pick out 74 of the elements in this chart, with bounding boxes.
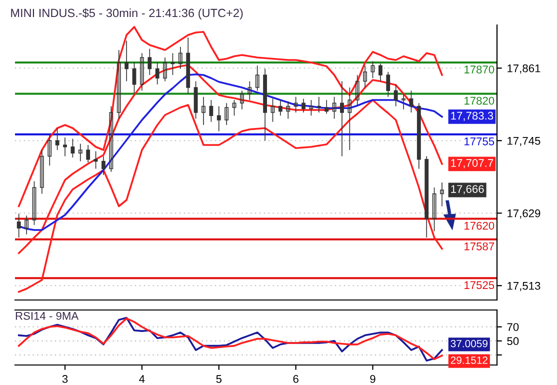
chart-title: RSI14 - 9MA [16, 312, 79, 320]
candlestick [302, 98, 306, 113]
y-tick-label: 70 [507, 323, 519, 331]
candlestick [340, 80, 344, 157]
candlestick [170, 52, 175, 76]
ref-line-label: 17620 [464, 222, 494, 230]
candlestick [70, 138, 75, 158]
candlestick [40, 150, 44, 194]
candlestick [224, 102, 229, 126]
ref-line-label: 17755 [464, 138, 494, 146]
x-tick-label: 4 [139, 375, 145, 383]
candlestick [140, 52, 144, 92]
candlestick [63, 137, 67, 157]
data-label: 29.1512 [450, 356, 488, 364]
candlestick [148, 48, 152, 76]
candlestick [248, 80, 252, 100]
candlestick [440, 182, 444, 207]
x-tick-label: 9 [370, 375, 376, 383]
candlestick [86, 144, 90, 163]
candlestick [132, 62, 136, 94]
candlestick [102, 156, 106, 176]
data-label: 37.0059 [450, 340, 488, 348]
y-tick-label: 50 [507, 337, 519, 346]
candlestick [270, 98, 275, 122]
candlestick [370, 60, 375, 79]
candlestick [332, 96, 336, 120]
candlestick [16, 213, 21, 238]
candlestick [24, 215, 28, 235]
y-tick-label: 17,629 [508, 209, 540, 219]
candlestick [348, 87, 352, 150]
candlestick [432, 187, 436, 232]
candlestick [309, 100, 314, 116]
x-tick-label: 3 [62, 375, 68, 383]
candlestick [32, 180, 36, 226]
candlestick [109, 106, 114, 172]
ref-line-label: 17870 [464, 66, 494, 74]
candlestick [355, 74, 360, 107]
x-tick-label: 5 [216, 375, 222, 383]
candlestick [163, 57, 167, 82]
ref-line-label: 17587 [464, 242, 494, 250]
candlestick [155, 62, 160, 85]
candlestick [216, 106, 221, 132]
candlestick [255, 65, 260, 92]
x-tick-label: 6 [293, 375, 298, 383]
candlestick [324, 100, 329, 114]
ref-line-label: 17525 [464, 281, 494, 290]
candlestick [202, 96, 206, 126]
candlestick [48, 134, 52, 166]
candlestick [386, 71, 390, 98]
candlestick [402, 93, 406, 110]
candlestick [209, 100, 214, 122]
y-tick-label: 17,861 [508, 64, 540, 74]
candlestick [394, 84, 398, 107]
text: 17,666 [451, 185, 484, 194]
candlestick [363, 65, 368, 88]
y-tick-label: 17,513 [508, 282, 540, 292]
candlestick [278, 100, 282, 116]
y-tick-label: 17,745 [508, 137, 540, 146]
candlestick [78, 143, 82, 162]
data-label: 17,707.7 [451, 159, 494, 168]
ref-line-label: 17820 [464, 96, 494, 105]
candlestick [286, 100, 290, 120]
candlestick [294, 96, 298, 113]
candlestick [178, 46, 182, 70]
candlestick [55, 128, 60, 150]
chart-title: MINI INDUS.-$5 - 30min - 21:41:36 (UTC+2) [11, 8, 243, 20]
candlestick [124, 40, 129, 82]
candlestick [240, 90, 244, 110]
line-series [18, 99, 443, 293]
candlestick [232, 100, 236, 116]
data-label: 17,783.3 [451, 112, 494, 121]
candlestick [316, 96, 321, 113]
candlestick [116, 50, 121, 120]
candlestick [378, 63, 382, 82]
